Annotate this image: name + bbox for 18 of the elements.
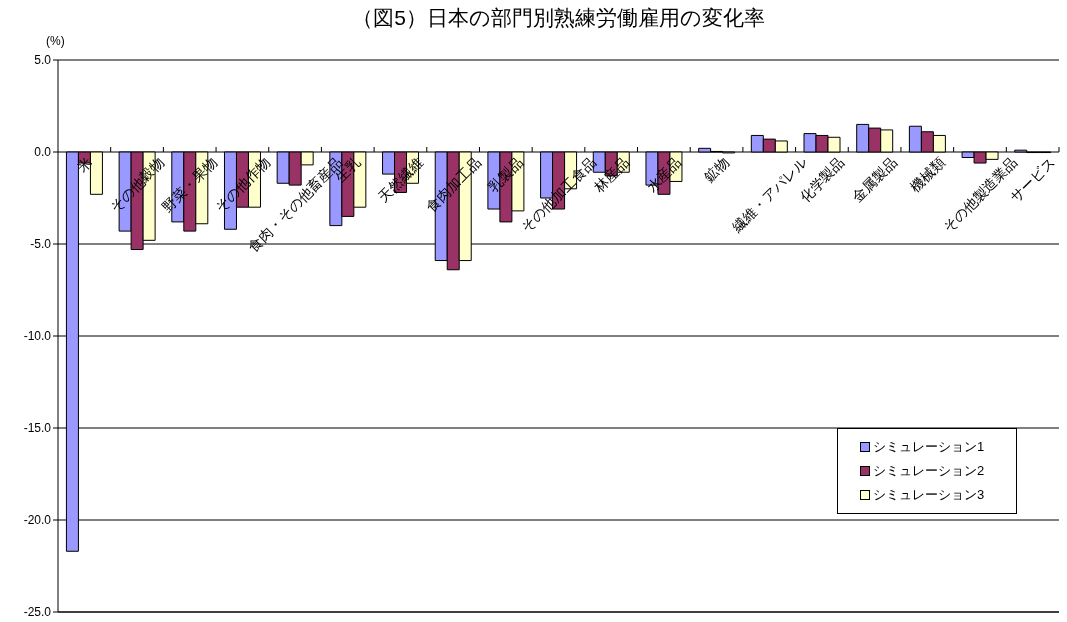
y-tick-label: 5.0 [34, 53, 52, 68]
legend-label: シミュレーション3 [873, 486, 985, 504]
y-tick-label: -20.0 [23, 513, 52, 528]
y-tick-label: 0.0 [34, 145, 52, 160]
y-tick-label: -5.0 [30, 237, 52, 252]
x-tick-label: 水産品 [643, 154, 685, 196]
y-tick-label: -25.0 [23, 605, 52, 620]
x-tick-label: 機械類 [906, 154, 948, 196]
y-axis-title: (%) [46, 34, 65, 48]
x-tick-label: 米 [73, 154, 95, 176]
legend-label: シミュレーション2 [873, 462, 985, 480]
y-tick-label: -15.0 [23, 421, 52, 436]
legend-label: シミュレーション1 [873, 438, 985, 456]
chart-title: （図5）日本の部門別熟練労働雇用の変化率 [351, 5, 766, 31]
x-tick-label: 鉱物 [701, 154, 733, 186]
x-tick-label: 乳製品 [485, 154, 527, 196]
y-tick-label: -10.0 [23, 329, 52, 344]
x-tick-label: 金属製品 [849, 154, 901, 206]
